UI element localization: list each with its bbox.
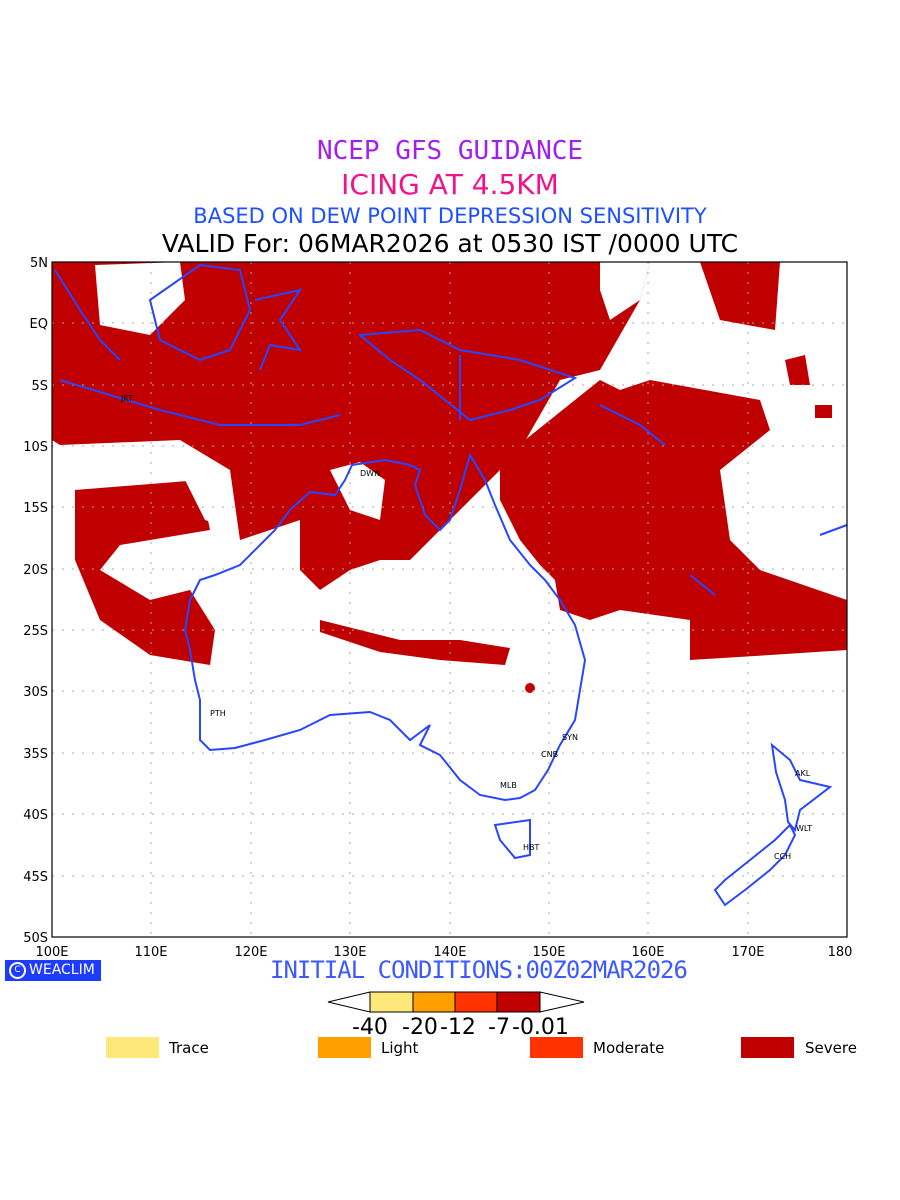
clear-areas (95, 262, 650, 530)
nz-south-coast (713, 823, 797, 907)
lat-label: 25S (23, 624, 48, 639)
colorbar-left-arrow (327, 991, 371, 1013)
icing-region-north (52, 262, 650, 590)
city-label: CNB (541, 750, 558, 759)
initial-conditions: INITIAL CONDITIONS:00Z02MAR2026 (270, 956, 688, 984)
lat-label: EQ (30, 317, 48, 332)
lat-label: 5N (30, 256, 48, 271)
colorbar-tick: -0.01 (512, 1015, 569, 1040)
lon-label: 110E (134, 945, 167, 960)
java-coast (59, 379, 341, 426)
lon-axis: 100E 110E 120E 130E 140E 150E 160E 170E … (35, 945, 852, 960)
lon-label: 170E (731, 945, 764, 960)
icing-region-band (320, 620, 510, 665)
lat-label: 20S (23, 563, 48, 578)
lat-label: 40S (23, 808, 48, 823)
colorbar-swatch (454, 991, 498, 1013)
colorbar (327, 991, 585, 1013)
copyright-icon: C (9, 962, 26, 979)
city-label: MLB (500, 781, 517, 790)
new-guinea-coast (357, 328, 578, 422)
legend-label-severe: Severe (805, 1039, 857, 1057)
lat-label: 15S (23, 501, 48, 516)
lon-label: 160E (631, 945, 664, 960)
lat-label: 10S (23, 440, 48, 455)
lat-label: 50S (23, 931, 48, 946)
colorbar-swatch (412, 991, 456, 1013)
city-label: PTH (210, 709, 226, 718)
colorbar-swatch (369, 991, 414, 1013)
city-labels: JKT DWN PTH SYN CNB MLB HBT AKL WLT CCH (120, 394, 812, 861)
icing-region-west (75, 480, 215, 665)
legend-label-moderate: Moderate (593, 1039, 665, 1057)
title-model: NCEP GFS GUIDANCE (316, 136, 584, 166)
colorbar-tick: -40 (352, 1015, 388, 1040)
legend-swatch-severe (741, 1037, 794, 1058)
subtitle: BASED ON DEW POINT DEPRESSION SENSITIVIT… (193, 204, 707, 228)
colorbar-swatch (496, 991, 541, 1013)
icing-fill (52, 262, 847, 693)
legend-label-light: Light (381, 1039, 419, 1057)
lat-label: 5S (31, 379, 48, 394)
lon-label: 130E (333, 945, 366, 960)
weaclim-logo: C WEACLIM (5, 960, 101, 981)
nz-north-coast (770, 742, 833, 833)
legend-label-trace: Trace (169, 1039, 209, 1057)
lon-label: 140E (433, 945, 466, 960)
lon-label: 120E (234, 945, 267, 960)
lon-label: 180 (828, 945, 853, 960)
valid-time: VALID For: 06MAR2026 at 0530 IST /0000 U… (161, 229, 739, 258)
lat-label: 45S (23, 870, 48, 885)
lon-label: 100E (35, 945, 68, 960)
legend-swatch-moderate (530, 1037, 583, 1058)
icing-region-east (500, 380, 847, 660)
map-frame (51, 261, 848, 938)
lat-label: 35S (23, 747, 48, 762)
colorbar-tick: -20 (402, 1015, 438, 1040)
city-label: AKL (795, 769, 811, 778)
brand-name: WEACLIM (29, 962, 95, 978)
australia-coast (183, 452, 587, 802)
sulawesi-coast (254, 288, 303, 371)
sumatra-coast (54, 269, 121, 361)
city-label: SYN (562, 733, 578, 742)
borneo-coast (148, 263, 252, 362)
colorbar-tick: -12 (440, 1015, 476, 1040)
city-label: JKT (120, 394, 133, 403)
colorbar-right-arrow (539, 991, 585, 1013)
lon-label: 150E (532, 945, 565, 960)
city-label: CCH (774, 852, 791, 861)
legend-swatch-trace (106, 1037, 159, 1058)
city-label: DWN (360, 469, 380, 478)
title-product: ICING AT 4.5KM (341, 168, 559, 201)
city-label: HBT (523, 843, 540, 852)
lat-axis: 5N EQ 5S 10S 15S 20S 25S 30S 35S 40S 45S… (23, 256, 48, 946)
city-label: WLT (796, 824, 812, 833)
lat-label: 30S (23, 685, 48, 700)
colorbar-tick: -7 (488, 1015, 510, 1040)
legend-swatch-light (318, 1037, 371, 1058)
coastlines (54, 263, 848, 907)
tasmania-coast (493, 818, 531, 860)
